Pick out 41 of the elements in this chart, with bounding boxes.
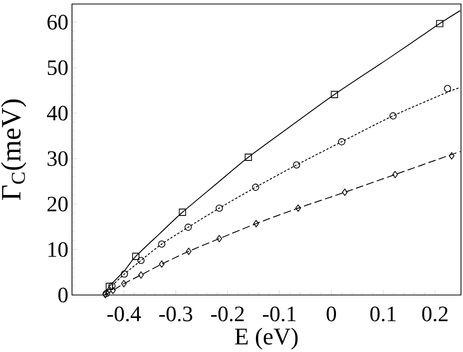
point [392,170,398,178]
point [253,220,259,228]
y-tick-label: 30 [48,151,68,166]
y-tick-label: 0 [58,288,68,302]
x-tick-label: 0 [326,306,336,322]
point [252,184,260,191]
point [436,20,444,28]
point [186,248,192,255]
x-axis-title: E (eV) [234,328,298,350]
point [138,271,144,279]
y-tick-label: 50 [48,60,68,76]
x-tick-label: -0.2 [211,306,244,322]
point [216,235,222,242]
point [216,204,223,212]
x-tick-label: -0.3 [159,306,192,322]
x-tick-label: 0.1 [370,306,396,322]
point [448,152,454,160]
point [292,161,300,169]
point [330,90,338,98]
y-axis-title: Γ$_{C}$(meV) [1,99,26,200]
point [244,154,252,161]
point [120,270,128,278]
point [184,224,192,231]
y-tick-label: 20 [48,196,68,212]
point [338,138,346,146]
point [389,112,397,120]
point [137,256,145,264]
point [342,188,348,196]
y-tick-label: 10 [48,242,68,257]
point [132,252,140,260]
point [158,260,165,268]
x-tick-label: 0.2 [422,306,448,322]
y-tick-label: 40 [46,106,68,121]
point [295,204,301,212]
point [158,240,166,248]
point [444,84,452,92]
x-tick-label: -0.4 [107,306,141,322]
point [121,280,127,288]
point [178,208,186,216]
y-tick-label: 60 [48,14,68,30]
x-tick-label: -0.1 [262,306,296,322]
